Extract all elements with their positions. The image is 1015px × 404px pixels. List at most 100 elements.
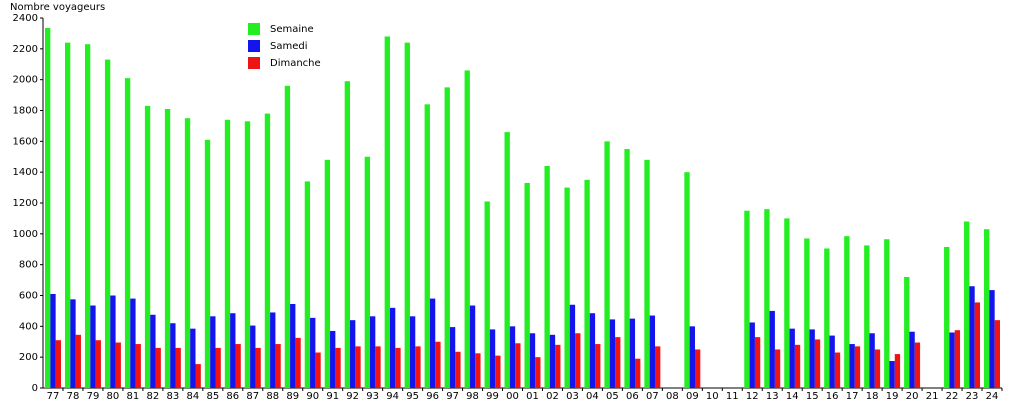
x-tick-label: 91 xyxy=(326,391,339,400)
x-tick-label: 88 xyxy=(266,391,279,400)
bar xyxy=(564,187,570,388)
bar xyxy=(644,159,650,388)
bar xyxy=(369,316,376,388)
bar xyxy=(350,320,356,388)
bar xyxy=(224,119,231,388)
x-tick-label: 02 xyxy=(546,391,559,400)
bar xyxy=(84,44,91,388)
bar xyxy=(684,172,690,388)
bar xyxy=(749,322,755,388)
bar xyxy=(864,245,870,388)
bar xyxy=(435,341,441,388)
bar xyxy=(190,328,196,388)
bar xyxy=(784,218,790,388)
bar xyxy=(310,317,316,388)
x-tick-label: 10 xyxy=(706,391,719,400)
bar xyxy=(195,364,201,388)
bar xyxy=(754,337,761,388)
bar xyxy=(384,36,390,388)
bar xyxy=(694,349,701,388)
x-tick-label: 05 xyxy=(606,391,619,400)
bar xyxy=(584,179,590,388)
legend-label: Samedi xyxy=(270,41,308,52)
bar xyxy=(164,108,171,388)
bar xyxy=(635,358,641,388)
y-tick-label: 800 xyxy=(19,260,38,271)
bar xyxy=(569,304,576,388)
x-tick-label: 79 xyxy=(87,391,100,400)
bar xyxy=(849,344,855,388)
x-tick-label: 81 xyxy=(127,391,140,400)
x-tick-label: 04 xyxy=(586,391,599,400)
bar xyxy=(144,105,151,388)
bar xyxy=(75,334,81,388)
bar xyxy=(424,104,430,388)
bar xyxy=(529,333,536,388)
x-tick-label: 98 xyxy=(466,391,479,400)
bar xyxy=(884,239,890,388)
bar xyxy=(609,319,616,388)
bar xyxy=(769,310,775,388)
bar xyxy=(484,201,490,388)
x-tick-label: 97 xyxy=(446,391,459,400)
bar xyxy=(455,351,461,388)
bar xyxy=(764,209,770,388)
x-tick-label: 23 xyxy=(966,391,979,400)
x-tick-label: 09 xyxy=(686,391,699,400)
bar xyxy=(230,313,236,388)
x-tick-label: 15 xyxy=(806,391,819,400)
bar xyxy=(524,182,530,388)
bar xyxy=(535,357,541,388)
bar xyxy=(155,347,161,388)
bar xyxy=(909,331,915,388)
y-tick-label: 400 xyxy=(19,321,38,332)
bar xyxy=(275,344,281,388)
x-tick-label: 82 xyxy=(147,391,160,400)
bar xyxy=(974,302,981,388)
bar xyxy=(689,326,695,388)
bar xyxy=(844,236,850,388)
bar xyxy=(415,346,421,388)
bar xyxy=(304,181,311,388)
bar xyxy=(70,299,76,388)
x-tick-label: 06 xyxy=(626,391,639,400)
bar xyxy=(489,329,496,388)
bar xyxy=(894,354,901,388)
x-tick-label: 83 xyxy=(166,391,179,400)
y-tick-label: 1000 xyxy=(13,229,38,240)
bar xyxy=(130,298,136,388)
x-tick-label: 94 xyxy=(386,391,399,400)
bar xyxy=(904,277,910,388)
bar xyxy=(544,166,550,388)
x-tick-label: 80 xyxy=(107,391,120,400)
bar xyxy=(509,326,516,388)
bar xyxy=(335,347,341,388)
bar xyxy=(324,159,331,388)
bar xyxy=(395,347,401,388)
bar xyxy=(344,81,351,388)
bar xyxy=(789,328,795,388)
bar xyxy=(50,293,56,388)
bar xyxy=(984,229,990,388)
x-tick-label: 19 xyxy=(886,391,899,400)
bar xyxy=(829,335,835,388)
bar xyxy=(284,85,291,388)
bar xyxy=(994,320,1000,388)
bar xyxy=(655,346,661,388)
x-tick-label: 95 xyxy=(406,391,419,400)
x-tick-label: 13 xyxy=(766,391,779,400)
bar xyxy=(869,333,875,388)
bar xyxy=(184,118,191,388)
y-tick-label: 2000 xyxy=(13,75,38,86)
bar xyxy=(64,42,71,389)
bar xyxy=(944,246,950,388)
bar xyxy=(90,305,96,388)
x-tick-label: 22 xyxy=(946,391,959,400)
bar xyxy=(124,78,131,388)
bar xyxy=(555,344,561,388)
legend-label: Semaine xyxy=(270,24,314,35)
bar xyxy=(244,121,251,389)
legend-swatch xyxy=(248,40,260,52)
y-tick-label: 200 xyxy=(19,352,38,363)
legend-swatch xyxy=(248,57,260,69)
